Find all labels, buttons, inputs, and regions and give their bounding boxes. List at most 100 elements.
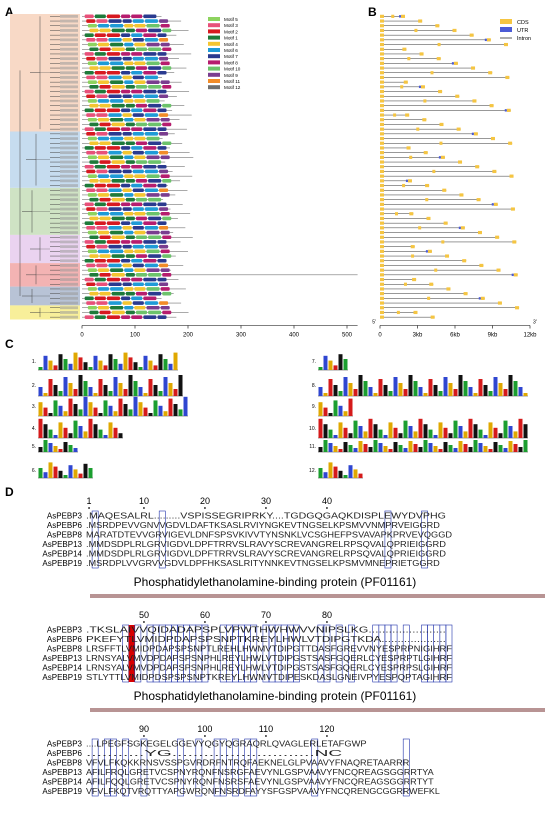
logo-letter (68, 445, 73, 452)
logo-letter (483, 435, 488, 438)
logo-letter (183, 396, 188, 416)
motif-box (159, 38, 169, 42)
logo-letter (398, 383, 403, 396)
motif-box (122, 188, 132, 193)
motif-box (94, 183, 106, 188)
motif-box (134, 249, 146, 254)
motif-box (132, 19, 144, 23)
motif-box (87, 117, 97, 122)
motif-box (87, 230, 97, 235)
logo-letter (483, 385, 488, 396)
motif-box (86, 56, 96, 61)
similar-column (140, 738, 148, 797)
motif-box (99, 103, 111, 108)
gene-id-label (60, 254, 78, 258)
cds-box (506, 108, 511, 112)
logo-letter (323, 472, 328, 478)
logo-letter (463, 444, 468, 452)
sequence-name: AsPEBP3 (47, 740, 83, 749)
motif-box (89, 310, 99, 315)
logo-letter (493, 427, 498, 438)
motif-box (108, 263, 122, 268)
motif-box (97, 136, 110, 141)
motif-box (143, 146, 157, 150)
motif-box (87, 42, 97, 47)
cds-box (508, 141, 513, 145)
motif-box (125, 179, 135, 183)
cds-box (380, 47, 384, 51)
sequence-name: AsPEBP19 (42, 673, 82, 682)
motif-box (125, 273, 135, 277)
gene-id-label (60, 292, 78, 296)
position-dot (88, 507, 90, 509)
cds-box (471, 66, 476, 70)
motif-box (143, 14, 157, 19)
motif-box (86, 188, 96, 193)
gene-id-label (60, 188, 78, 192)
motif-box (97, 117, 110, 122)
motif-box (134, 305, 146, 310)
gene-id-label (60, 198, 78, 202)
motif-box (111, 28, 125, 33)
logo-letter (103, 385, 108, 396)
motif-box (146, 117, 160, 122)
cds-box (462, 259, 467, 263)
logo-letter (118, 383, 123, 396)
motif-box (108, 244, 122, 249)
logo-letter (333, 446, 338, 452)
motif-box (97, 287, 110, 291)
motif-box (135, 141, 148, 146)
logo-letter (348, 433, 353, 438)
motif-box (131, 183, 143, 188)
legend-swatch (500, 19, 512, 24)
motif-box (94, 52, 106, 56)
logo-letter (38, 468, 43, 478)
motif-box (121, 52, 131, 56)
sequence-name: AsPEBP14 (42, 778, 82, 787)
cds-box (446, 287, 451, 291)
logo-letter (333, 385, 338, 396)
motif-box (146, 42, 160, 47)
gene-id-label (60, 76, 78, 79)
logo-letter (158, 354, 163, 370)
similar-column (402, 738, 410, 797)
cds-box (458, 160, 463, 164)
motif-box (87, 61, 97, 66)
logo-letter (338, 354, 343, 370)
motif-box (108, 226, 122, 230)
motif-box (89, 216, 99, 221)
motif-box (144, 188, 159, 193)
motif-box (106, 146, 121, 150)
motif-box (99, 160, 111, 164)
motif-box (111, 179, 125, 183)
logo-letter (423, 440, 428, 452)
motif-box (134, 230, 146, 235)
sequence-name: AsPEBP13 (42, 654, 82, 663)
motif-box (96, 263, 108, 268)
panel-c-motif-logos: 1. 2. 3. 4. 5. 6. 7. 8. 9. 10. 11. 12. (32, 352, 528, 479)
logo-letter (373, 393, 378, 396)
gene-id-label (60, 71, 78, 75)
sequence: ....LPEGFSGKEGELGGEVYQGYQGRAQRLQVAGLERLE… (86, 740, 367, 749)
cds-box (380, 33, 384, 37)
motif-box (143, 296, 157, 301)
motif-box (135, 235, 148, 240)
motif-box (134, 99, 146, 103)
cds-box (380, 113, 384, 117)
logo-letter (163, 377, 168, 396)
motif-box (122, 94, 132, 99)
position-dot (204, 735, 206, 737)
legend-swatch (208, 54, 220, 59)
logo-letter (63, 377, 68, 396)
legend-swatch (208, 60, 220, 65)
motif-box (131, 202, 143, 207)
motif-box (144, 75, 159, 80)
motif-box (110, 193, 124, 197)
logo-letter (358, 473, 363, 478)
cds-box (380, 179, 384, 183)
motif-box (148, 141, 162, 146)
cds-box (493, 202, 498, 206)
similar-column (390, 624, 398, 683)
motif-box (97, 174, 110, 178)
motif-box (135, 254, 148, 258)
